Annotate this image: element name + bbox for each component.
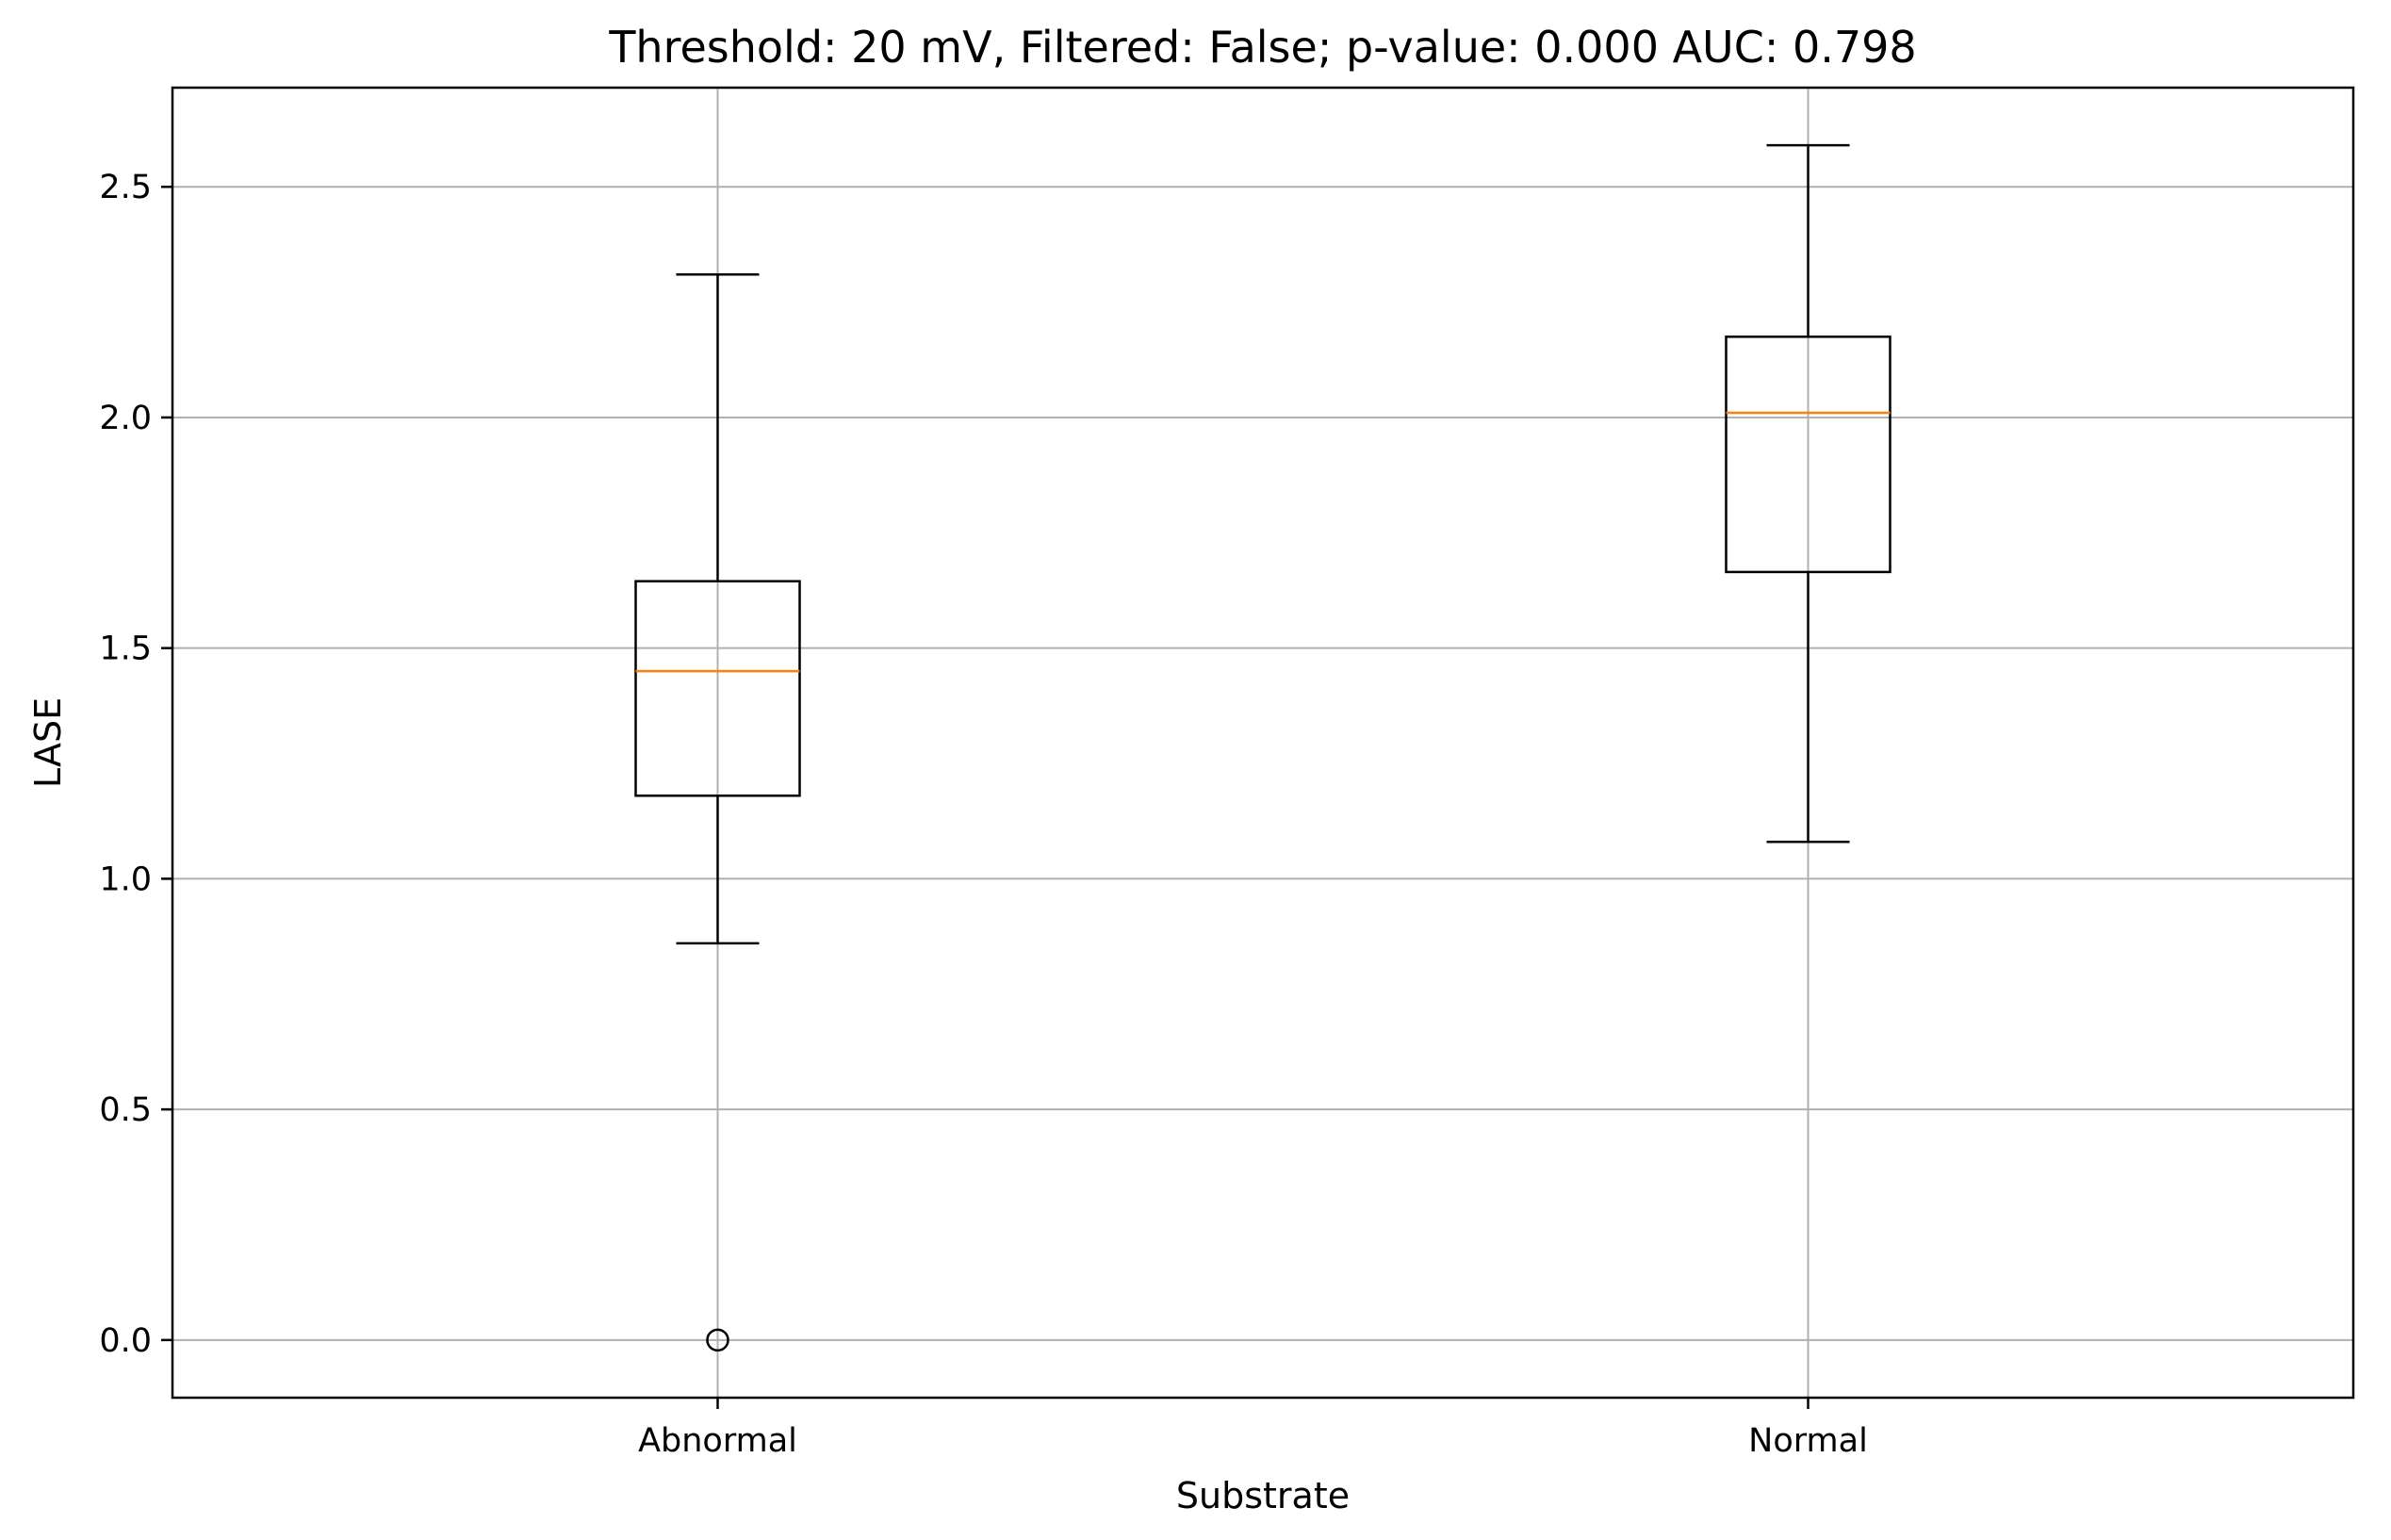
- y-axis-label: LASE: [27, 697, 69, 788]
- x-axis-label: Substrate: [1176, 1475, 1350, 1516]
- y-tick-label: 0.0: [99, 1322, 152, 1360]
- box-abnormal: [634, 272, 801, 1352]
- y-tick-label: 2.0: [99, 400, 152, 437]
- x-tick-label: Normal: [1748, 1422, 1868, 1460]
- iqr-box: [1725, 336, 1892, 574]
- ticks-layer: 0.0 0.5 1.0 1.5 2.0 2.5 Abnormal Normal: [99, 169, 1867, 1460]
- marks-layer: [634, 143, 1892, 1352]
- iqr-box: [634, 580, 801, 797]
- outlier-point: [706, 1328, 729, 1352]
- y-tick-label: 2.5: [99, 169, 152, 206]
- x-tick-label: Abnormal: [638, 1422, 797, 1460]
- plot-frame: [171, 86, 2355, 1400]
- box-normal: [1725, 143, 1892, 844]
- y-tick-label: 0.5: [99, 1091, 152, 1129]
- y-tick-label: 1.5: [99, 631, 152, 668]
- y-tick-label: 1.0: [99, 860, 152, 898]
- chart-title: Threshold: 20 mV, Filtered: False; p-val…: [608, 22, 1916, 73]
